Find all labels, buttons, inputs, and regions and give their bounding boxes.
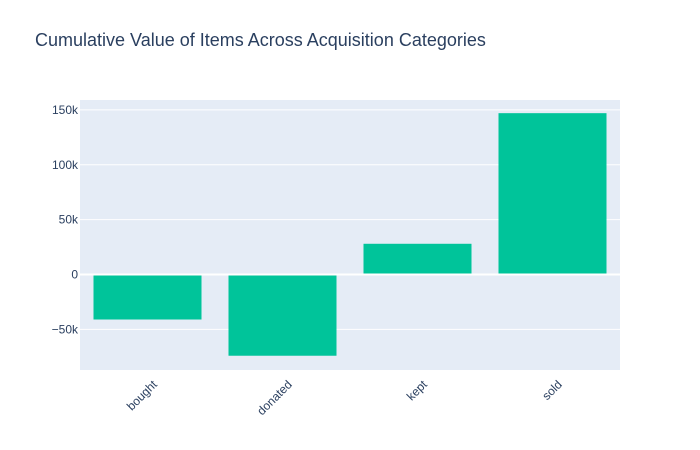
bar-bought[interactable] bbox=[93, 274, 202, 320]
y-tick-label: −50k bbox=[52, 322, 79, 336]
x-tick-label: bought bbox=[124, 377, 160, 413]
y-tick-label: 0 bbox=[71, 268, 78, 282]
x-axis-ticks: bought donated kept sold bbox=[124, 377, 565, 418]
x-tick-label: donated bbox=[254, 377, 295, 418]
x-tick-label: sold bbox=[539, 377, 564, 402]
y-tick-label: 150k bbox=[52, 103, 79, 117]
bar-donated[interactable] bbox=[228, 274, 337, 356]
x-tick-label: kept bbox=[404, 377, 430, 403]
y-tick-label: 50k bbox=[59, 213, 79, 227]
chart-title: Cumulative Value of Items Across Acquisi… bbox=[35, 30, 486, 50]
y-axis-ticks: −50k 0 50k 100k 150k bbox=[52, 103, 79, 337]
y-tick-label: 100k bbox=[52, 158, 79, 172]
bars bbox=[93, 113, 607, 356]
bar-kept[interactable] bbox=[363, 243, 472, 275]
bar-sold[interactable] bbox=[498, 113, 607, 275]
